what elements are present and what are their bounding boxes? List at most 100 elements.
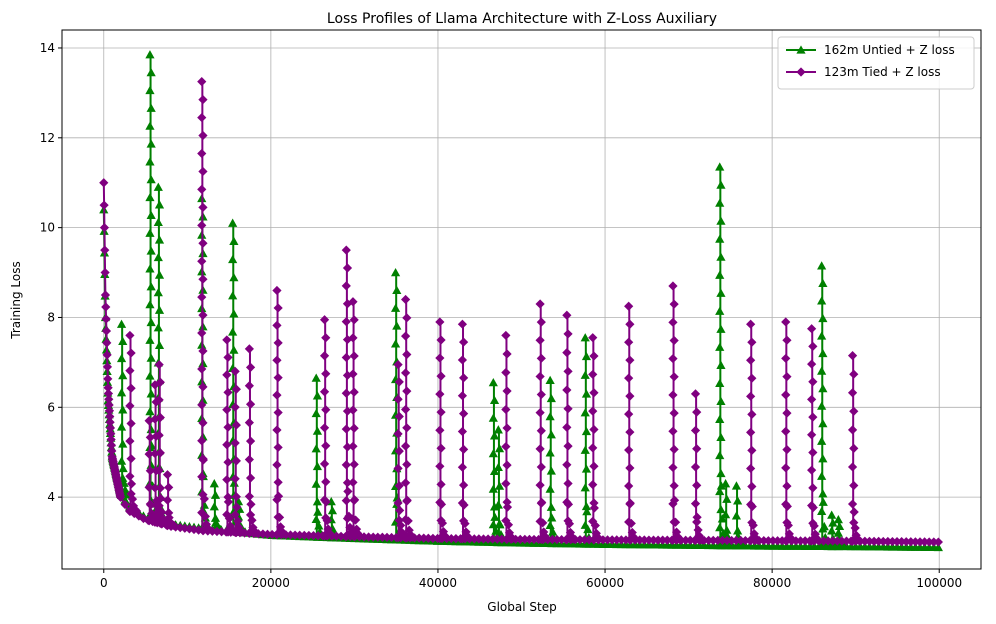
data-point [145, 121, 155, 130]
data-point [154, 200, 165, 209]
data-point [545, 448, 555, 457]
data-point [539, 527, 549, 537]
data-point [459, 480, 469, 490]
data-point [275, 522, 286, 532]
data-point [669, 299, 679, 309]
data-point [390, 267, 401, 277]
data-point [457, 319, 468, 329]
data-point [155, 483, 165, 493]
data-point [155, 518, 165, 529]
data-point [808, 447, 818, 458]
data-point [722, 535, 732, 546]
data-point [579, 535, 590, 545]
x-tick-label: 100000 [916, 576, 962, 590]
data-point [321, 333, 331, 343]
data-point [920, 537, 930, 547]
data-point [145, 466, 155, 476]
chart-title: Loss Profiles of Llama Architecture with… [327, 11, 717, 27]
data-point [562, 422, 572, 433]
data-point [807, 430, 817, 440]
loss-spike [144, 416, 161, 526]
data-point [668, 281, 678, 291]
data-point [198, 95, 208, 105]
data-point [817, 261, 827, 270]
data-point [349, 387, 359, 397]
data-point [197, 220, 207, 230]
data-point [116, 422, 127, 431]
data-point [717, 514, 727, 523]
data-point [118, 439, 128, 448]
data-point [197, 184, 207, 195]
data-point [817, 471, 827, 480]
data-point [99, 200, 109, 210]
data-point [342, 263, 353, 273]
data-point [818, 489, 828, 498]
data-point [548, 527, 558, 536]
data-point [319, 459, 330, 469]
data-point [782, 501, 792, 511]
data-point [290, 530, 300, 540]
data-point [244, 454, 254, 465]
data-point [146, 389, 156, 398]
data-point [106, 440, 117, 450]
data-point [502, 502, 513, 512]
data-point [781, 463, 791, 473]
data-point [536, 353, 546, 363]
data-point [502, 460, 512, 470]
data-point [198, 238, 208, 248]
loss-spike [319, 315, 336, 541]
data-point [639, 535, 649, 545]
data-point [580, 445, 590, 454]
data-point [103, 383, 113, 393]
data-point [692, 480, 702, 490]
data-point [817, 506, 827, 515]
data-point [231, 420, 241, 430]
data-point [910, 537, 921, 547]
data-point [837, 536, 847, 546]
data-point [502, 423, 512, 433]
data-point [127, 494, 138, 504]
data-point [671, 527, 682, 537]
data-point [564, 519, 575, 529]
loss-spike [401, 294, 417, 543]
data-point [847, 499, 858, 509]
data-point [198, 455, 208, 465]
data-point [150, 448, 160, 459]
x-axis-ticks: 0 20000 40000 60000 80000 100000 [100, 569, 962, 590]
data-point [435, 353, 445, 363]
data-point [394, 377, 404, 387]
data-point [625, 498, 635, 508]
data-point [126, 454, 136, 464]
data-point [847, 462, 858, 472]
data-point [229, 236, 239, 245]
data-point [169, 520, 179, 531]
data-point [222, 510, 232, 520]
data-point [348, 405, 358, 415]
loss-spike [348, 297, 365, 542]
x-tick-label: 80000 [753, 576, 791, 590]
data-point [326, 530, 336, 540]
data-point [197, 364, 207, 374]
data-point [244, 491, 254, 502]
data-point [536, 389, 546, 400]
data-point [520, 534, 530, 544]
data-point [538, 518, 548, 528]
data-point [503, 520, 514, 530]
data-point [244, 418, 254, 428]
data-point [733, 496, 743, 505]
data-point [436, 407, 446, 417]
data-point [228, 218, 238, 227]
data-point [669, 444, 679, 455]
loss-spike [230, 366, 247, 538]
data-point [681, 535, 691, 545]
data-point [535, 335, 545, 345]
data-point [232, 502, 242, 512]
data-point [402, 495, 412, 505]
data-point [782, 372, 792, 382]
data-point [933, 542, 943, 552]
loss-spike [720, 479, 737, 550]
data-point [319, 315, 330, 325]
data-point [342, 478, 353, 488]
data-point [535, 480, 545, 490]
data-point [145, 228, 155, 237]
